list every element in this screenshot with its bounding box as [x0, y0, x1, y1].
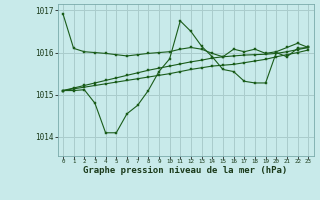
X-axis label: Graphe pression niveau de la mer (hPa): Graphe pression niveau de la mer (hPa): [84, 166, 288, 175]
